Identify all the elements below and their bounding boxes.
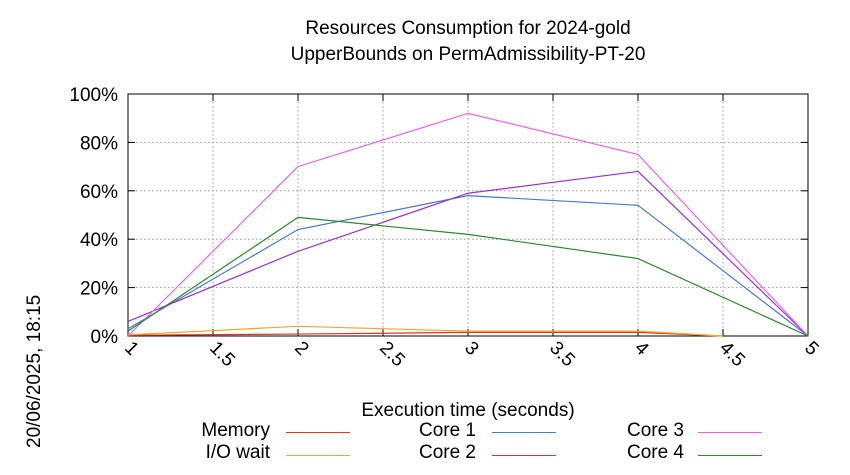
- x-axis-label: Execution time (seconds): [361, 400, 575, 421]
- x-tick-label: 1.5: [205, 338, 239, 372]
- legend-swatch-io-wait: [286, 455, 350, 456]
- chart-title-line-2: UpperBounds on PermAdmissibility-PT-20: [290, 44, 646, 65]
- legend-label-core-3: Core 3: [626, 420, 684, 441]
- x-tick-label: 1: [120, 338, 142, 360]
- series-line-core-2: [127, 170, 809, 337]
- legend-swatch-core-4: [698, 455, 762, 456]
- legend-label-io-wait: I/O wait: [205, 442, 270, 463]
- x-tick-label: 5: [800, 338, 822, 360]
- legend-label-core-4: Core 4: [626, 442, 684, 463]
- legend-swatch-memory: [286, 432, 350, 433]
- y-tick-label: 20%: [80, 279, 118, 300]
- x-tick-label: 3: [460, 338, 482, 360]
- series-line-core-3: [127, 112, 809, 337]
- legend-label-memory: Memory: [201, 420, 270, 441]
- y-tick-label: 40%: [80, 230, 118, 251]
- x-tick-label: 3.5: [545, 338, 579, 372]
- x-tick-label: 4.5: [715, 338, 749, 372]
- series-line-core-1: [127, 195, 809, 337]
- x-tick-label: 2: [290, 338, 312, 360]
- legend-swatch-core-3: [698, 432, 762, 433]
- series-line-core-4: [127, 216, 809, 337]
- legend-swatch-core-1: [492, 432, 556, 433]
- x-tick-label: 4: [630, 338, 653, 361]
- series-line-i-o-wait: [127, 325, 724, 337]
- legend-label-core-1: Core 1: [418, 420, 476, 441]
- y-tick-label: 100%: [69, 85, 118, 106]
- legend-label-core-2: Core 2: [418, 442, 476, 463]
- y-tick-label: 60%: [80, 182, 118, 203]
- x-tick-label: 2.5: [375, 338, 409, 372]
- series-line-memory: [127, 331, 724, 337]
- legend-swatch-core-2: [492, 455, 556, 456]
- y-tick-label: 80%: [80, 133, 118, 154]
- y-tick-label: 0%: [91, 327, 119, 348]
- chart-title-line-1: Resources Consumption for 2024-gold: [305, 18, 631, 39]
